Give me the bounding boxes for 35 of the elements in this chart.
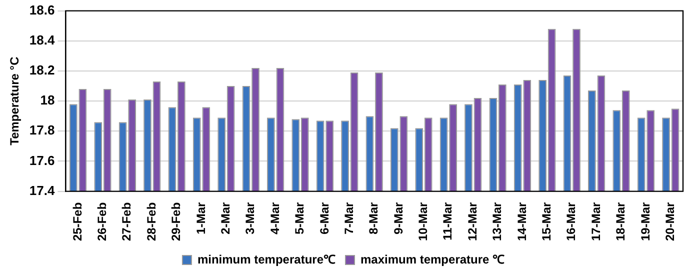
- legend-label: maximum temperature ℃: [360, 252, 505, 266]
- x-tick-label: 11-Mar: [440, 202, 455, 240]
- x-tick-label: 6-Mar: [317, 202, 332, 234]
- y-tick-label: 17.4: [29, 182, 56, 198]
- y-tick-label: 18.6: [29, 2, 55, 18]
- x-tick-label: 15-Mar: [540, 202, 554, 242]
- y-axis-title: Temperature °C: [8, 56, 22, 146]
- y-tick-label: 18: [40, 92, 55, 108]
- x-tick-label: 2-Mar: [218, 202, 233, 234]
- x-tick-label: 20-Mar: [662, 202, 677, 242]
- y-tick-label: 18.2: [29, 62, 55, 78]
- x-tick-label: 1-Mar: [194, 202, 208, 234]
- x-tick-label: 19-Mar: [638, 202, 652, 242]
- x-tick-label: 18-Mar: [614, 202, 628, 242]
- x-tick-label: 17-Mar: [588, 202, 603, 242]
- x-tick-label: 14-Mar: [514, 202, 529, 242]
- x-tick-label: 4-Mar: [268, 202, 282, 234]
- x-tick-label: 27-Feb: [120, 202, 134, 242]
- x-tick-label: 10-Mar: [416, 202, 430, 242]
- x-tick-label: 9-Mar: [391, 202, 406, 234]
- x-tick-label: 13-Mar: [490, 202, 504, 242]
- legend-label: minimum temperature℃: [197, 252, 336, 266]
- y-tick-label: 17.6: [29, 152, 55, 168]
- x-tick-label: 29-Feb: [169, 202, 184, 242]
- x-tick-label: 3-Mar: [243, 202, 258, 234]
- y-tick-label: 18.4: [29, 32, 56, 48]
- x-tick-label: 26-Feb: [95, 202, 110, 242]
- x-tick-label: 7-Mar: [342, 202, 356, 234]
- x-tick-label: 5-Mar: [292, 202, 307, 234]
- x-tick-label: 8-Mar: [366, 202, 381, 234]
- x-tick-label: 16-Mar: [564, 202, 578, 242]
- x-tick-label: 25-Feb: [70, 202, 84, 242]
- x-tick-label: 28-Feb: [144, 202, 158, 242]
- y-tick-label: 17.8: [29, 122, 55, 138]
- x-tick-label: 12-Mar: [465, 202, 480, 242]
